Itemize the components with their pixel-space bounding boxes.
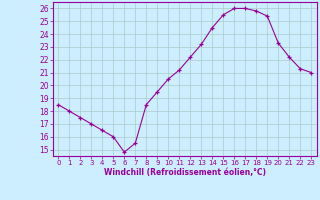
X-axis label: Windchill (Refroidissement éolien,°C): Windchill (Refroidissement éolien,°C) bbox=[104, 168, 266, 177]
